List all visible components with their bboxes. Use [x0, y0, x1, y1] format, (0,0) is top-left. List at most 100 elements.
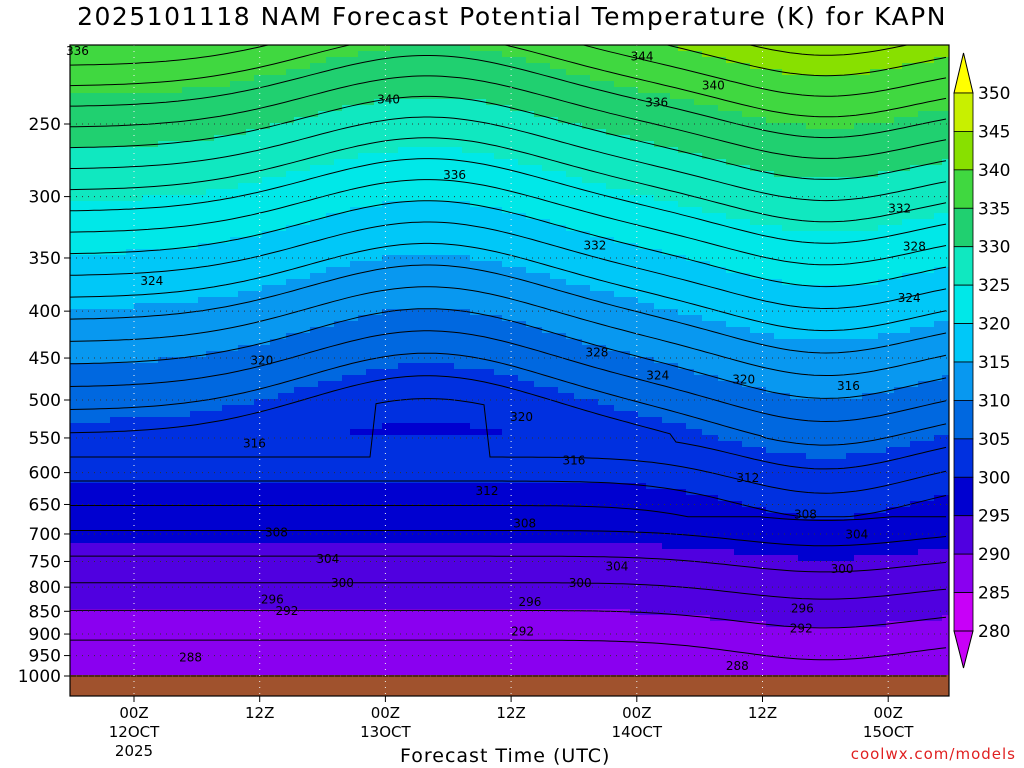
field-cell: [158, 147, 167, 154]
field-cell: [142, 93, 151, 100]
field-cell: [406, 87, 415, 94]
field-cell: [86, 657, 95, 664]
field-cell: [422, 321, 431, 328]
field-cell: [190, 147, 199, 154]
field-cell: [326, 279, 335, 286]
field-cell: [318, 99, 327, 106]
field-cell: [374, 351, 383, 358]
field-cell: [366, 195, 375, 202]
field-cell: [246, 645, 255, 652]
field-cell: [238, 423, 247, 430]
field-cell: [134, 333, 143, 340]
field-cell: [198, 129, 207, 136]
field-cell: [262, 435, 271, 442]
field-cell: [302, 567, 311, 574]
field-cell: [342, 651, 351, 658]
field-cell: [206, 639, 215, 646]
field-cell: [150, 51, 159, 58]
field-cell: [94, 597, 103, 604]
field-cell: [270, 429, 279, 436]
field-cell: [390, 219, 399, 226]
field-cell: [406, 651, 415, 658]
field-cell: [254, 519, 263, 526]
field-cell: [214, 177, 223, 184]
field-cell: [78, 669, 87, 676]
field-cell: [318, 105, 327, 112]
field-cell: [246, 285, 255, 292]
field-cell: [294, 639, 303, 646]
field-cell: [182, 567, 191, 574]
field-cell: [302, 159, 311, 166]
field-cell: [366, 129, 375, 136]
field-cell: [110, 507, 119, 514]
field-cell: [406, 369, 415, 376]
field-cell: [206, 243, 215, 250]
field-cell: [326, 207, 335, 214]
field-cell: [278, 63, 287, 70]
field-cell: [70, 267, 79, 274]
field-cell: [262, 303, 271, 310]
field-cell: [182, 651, 191, 658]
field-cell: [238, 615, 247, 622]
field-cell: [206, 459, 215, 466]
field-cell: [230, 315, 239, 322]
field-cell: [382, 411, 391, 418]
field-cell: [174, 489, 183, 496]
field-cell: [254, 285, 263, 292]
field-cell: [142, 597, 151, 604]
field-cell: [414, 81, 423, 88]
field-cell: [166, 435, 175, 442]
field-cell: [110, 477, 119, 484]
field-cell: [310, 483, 319, 490]
field-cell: [70, 141, 79, 148]
field-cell: [262, 591, 271, 598]
field-cell: [318, 453, 327, 460]
field-cell: [102, 69, 111, 76]
field-cell: [374, 375, 383, 382]
field-cell: [134, 441, 143, 448]
field-cell: [190, 465, 199, 472]
field-cell: [70, 51, 79, 58]
field-cell: [318, 567, 327, 574]
field-cell: [206, 363, 215, 370]
field-cell: [78, 489, 87, 496]
field-cell: [414, 465, 423, 472]
field-cell: [78, 597, 87, 604]
field-cell: [326, 303, 335, 310]
field-cell: [182, 231, 191, 238]
field-cell: [150, 327, 159, 334]
field-cell: [246, 519, 255, 526]
field-cell: [406, 393, 415, 400]
field-cell: [190, 327, 199, 334]
field-cell: [174, 363, 183, 370]
field-cell: [382, 543, 391, 550]
field-cell: [86, 435, 95, 442]
field-cell: [318, 45, 327, 52]
field-cell: [190, 513, 199, 520]
field-cell: [230, 117, 239, 124]
field-cell: [262, 423, 271, 430]
field-cell: [358, 201, 367, 208]
field-cell: [318, 63, 327, 70]
field-cell: [294, 273, 303, 280]
field-cell: [174, 111, 183, 118]
field-cell: [270, 411, 279, 418]
field-cell: [342, 159, 351, 166]
field-cell: [174, 309, 183, 316]
field-cell: [398, 621, 407, 628]
field-cell: [86, 489, 95, 496]
field-cell: [214, 573, 223, 580]
field-cell: [262, 285, 271, 292]
field-cell: [398, 57, 407, 64]
field-cell: [262, 495, 271, 502]
field-cell: [350, 381, 359, 388]
field-cell: [422, 441, 431, 448]
field-cell: [390, 249, 399, 256]
field-cell: [118, 489, 127, 496]
field-cell: [358, 387, 367, 394]
field-cell: [270, 585, 279, 592]
field-cell: [302, 669, 311, 676]
field-cell: [270, 267, 279, 274]
field-cell: [134, 585, 143, 592]
field-cell: [190, 405, 199, 412]
